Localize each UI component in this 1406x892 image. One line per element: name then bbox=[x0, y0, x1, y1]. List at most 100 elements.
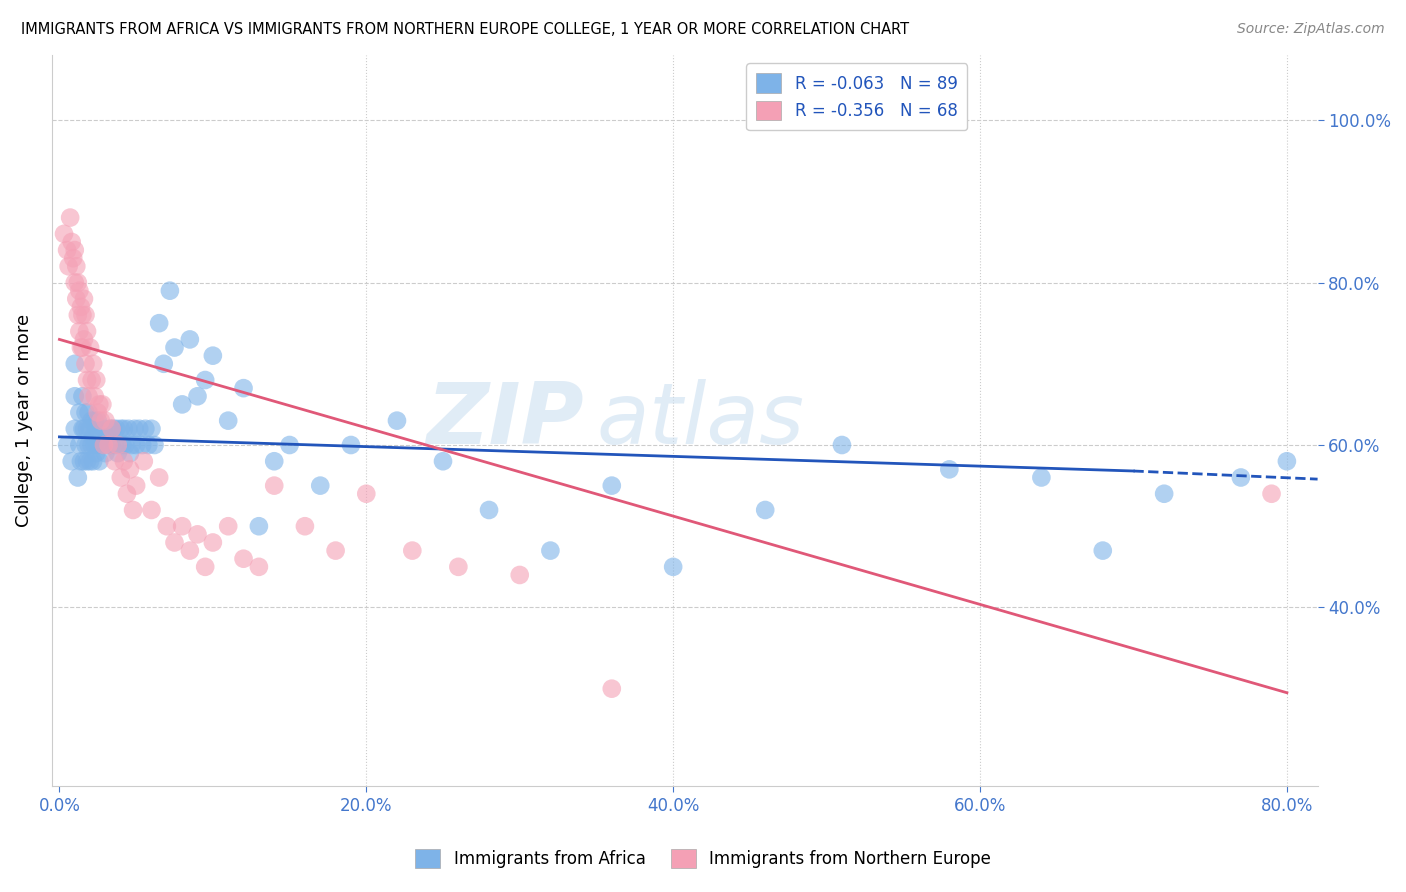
Point bbox=[59, 211, 82, 225]
Point bbox=[75, 308, 97, 322]
Point bbox=[72, 308, 94, 322]
Point bbox=[63, 389, 86, 403]
Point bbox=[65, 292, 87, 306]
Point bbox=[194, 559, 217, 574]
Point bbox=[67, 405, 90, 419]
Text: ZIP: ZIP bbox=[426, 379, 583, 462]
Point bbox=[80, 438, 103, 452]
Point bbox=[831, 438, 853, 452]
Point bbox=[247, 519, 270, 533]
Legend: R = -0.063   N = 89, R = -0.356   N = 68: R = -0.063 N = 89, R = -0.356 N = 68 bbox=[747, 63, 967, 130]
Point bbox=[82, 454, 104, 468]
Point bbox=[309, 478, 332, 492]
Point bbox=[118, 446, 141, 460]
Point bbox=[75, 357, 97, 371]
Point bbox=[80, 414, 103, 428]
Point bbox=[600, 681, 623, 696]
Point bbox=[97, 438, 120, 452]
Point bbox=[111, 438, 134, 452]
Point bbox=[186, 389, 208, 403]
Point bbox=[478, 503, 501, 517]
Point bbox=[138, 438, 160, 452]
Point bbox=[385, 414, 408, 428]
Point bbox=[1230, 470, 1253, 484]
Point bbox=[97, 438, 120, 452]
Point bbox=[70, 341, 93, 355]
Point bbox=[117, 422, 139, 436]
Point bbox=[63, 357, 86, 371]
Point bbox=[509, 568, 531, 582]
Point bbox=[60, 235, 83, 249]
Point bbox=[125, 478, 148, 492]
Point bbox=[77, 438, 100, 452]
Point bbox=[186, 527, 208, 541]
Point bbox=[141, 503, 163, 517]
Point bbox=[105, 422, 128, 436]
Point bbox=[172, 397, 194, 411]
Point bbox=[114, 438, 136, 452]
Point bbox=[87, 438, 110, 452]
Point bbox=[101, 422, 124, 436]
Point bbox=[100, 422, 122, 436]
Point bbox=[62, 251, 84, 265]
Point bbox=[401, 543, 423, 558]
Point bbox=[93, 422, 115, 436]
Point bbox=[83, 414, 105, 428]
Point bbox=[76, 422, 98, 436]
Point bbox=[98, 422, 121, 436]
Point bbox=[76, 324, 98, 338]
Point bbox=[83, 438, 105, 452]
Point bbox=[56, 438, 79, 452]
Point bbox=[58, 260, 80, 274]
Point bbox=[63, 243, 86, 257]
Point bbox=[128, 422, 150, 436]
Point bbox=[110, 422, 132, 436]
Point bbox=[94, 446, 117, 460]
Point bbox=[67, 324, 90, 338]
Point bbox=[66, 470, 89, 484]
Point bbox=[1031, 470, 1053, 484]
Point bbox=[90, 414, 112, 428]
Point bbox=[65, 260, 87, 274]
Point bbox=[76, 454, 98, 468]
Point bbox=[73, 454, 96, 468]
Point bbox=[53, 227, 76, 241]
Point bbox=[70, 300, 93, 314]
Point bbox=[1153, 487, 1175, 501]
Point bbox=[118, 462, 141, 476]
Point bbox=[84, 446, 107, 460]
Point bbox=[79, 422, 101, 436]
Point bbox=[104, 454, 127, 468]
Text: atlas: atlas bbox=[596, 379, 804, 462]
Point bbox=[73, 422, 96, 436]
Point bbox=[194, 373, 217, 387]
Point bbox=[938, 462, 960, 476]
Point bbox=[82, 430, 104, 444]
Point bbox=[112, 422, 135, 436]
Point bbox=[93, 438, 115, 452]
Point bbox=[121, 438, 143, 452]
Point bbox=[91, 438, 114, 452]
Point bbox=[134, 422, 156, 436]
Point bbox=[754, 503, 776, 517]
Point bbox=[340, 438, 363, 452]
Point bbox=[100, 438, 122, 452]
Point bbox=[163, 535, 186, 549]
Point bbox=[148, 470, 170, 484]
Point bbox=[1275, 454, 1298, 468]
Point bbox=[73, 292, 96, 306]
Point bbox=[67, 284, 90, 298]
Point bbox=[247, 559, 270, 574]
Point bbox=[163, 341, 186, 355]
Point bbox=[75, 405, 97, 419]
Point bbox=[217, 414, 239, 428]
Point bbox=[70, 454, 93, 468]
Point bbox=[1091, 543, 1114, 558]
Point bbox=[125, 438, 148, 452]
Point bbox=[132, 454, 155, 468]
Point bbox=[217, 519, 239, 533]
Point bbox=[87, 414, 110, 428]
Point bbox=[148, 316, 170, 330]
Point bbox=[56, 243, 79, 257]
Point bbox=[72, 389, 94, 403]
